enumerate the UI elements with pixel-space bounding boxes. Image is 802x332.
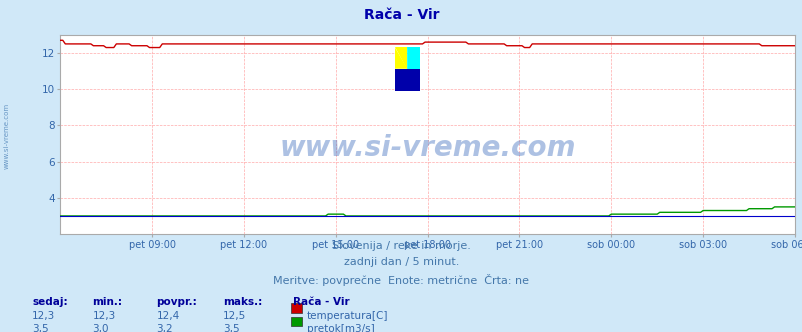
Text: www.si-vreme.com: www.si-vreme.com <box>279 134 575 162</box>
Text: Meritve: povprečne  Enote: metrične  Črta: ne: Meritve: povprečne Enote: metrične Črta:… <box>273 274 529 286</box>
Text: 12,3: 12,3 <box>32 311 55 321</box>
Text: maks.:: maks.: <box>223 297 262 307</box>
Text: temperatura[C]: temperatura[C] <box>306 311 387 321</box>
Text: 3,5: 3,5 <box>32 324 49 332</box>
Polygon shape <box>407 47 419 69</box>
Polygon shape <box>394 47 407 69</box>
Text: 3,5: 3,5 <box>223 324 240 332</box>
Polygon shape <box>394 47 407 69</box>
Text: 3,0: 3,0 <box>92 324 109 332</box>
Text: 12,5: 12,5 <box>223 311 246 321</box>
Text: pretok[m3/s]: pretok[m3/s] <box>306 324 374 332</box>
Polygon shape <box>407 47 419 69</box>
Text: Slovenija / reke in morje.: Slovenija / reke in morje. <box>332 241 470 251</box>
Polygon shape <box>407 47 419 69</box>
Text: Rača - Vir: Rača - Vir <box>363 8 439 22</box>
Text: min.:: min.: <box>92 297 122 307</box>
Text: 3,2: 3,2 <box>156 324 173 332</box>
Text: 12,4: 12,4 <box>156 311 180 321</box>
Text: Rača - Vir: Rača - Vir <box>293 297 350 307</box>
Text: zadnji dan / 5 minut.: zadnji dan / 5 minut. <box>343 257 459 267</box>
Text: www.si-vreme.com: www.si-vreme.com <box>3 103 10 169</box>
Text: sedaj:: sedaj: <box>32 297 67 307</box>
Polygon shape <box>394 69 419 91</box>
Polygon shape <box>407 47 419 69</box>
Text: 12,3: 12,3 <box>92 311 115 321</box>
Text: povpr.:: povpr.: <box>156 297 197 307</box>
